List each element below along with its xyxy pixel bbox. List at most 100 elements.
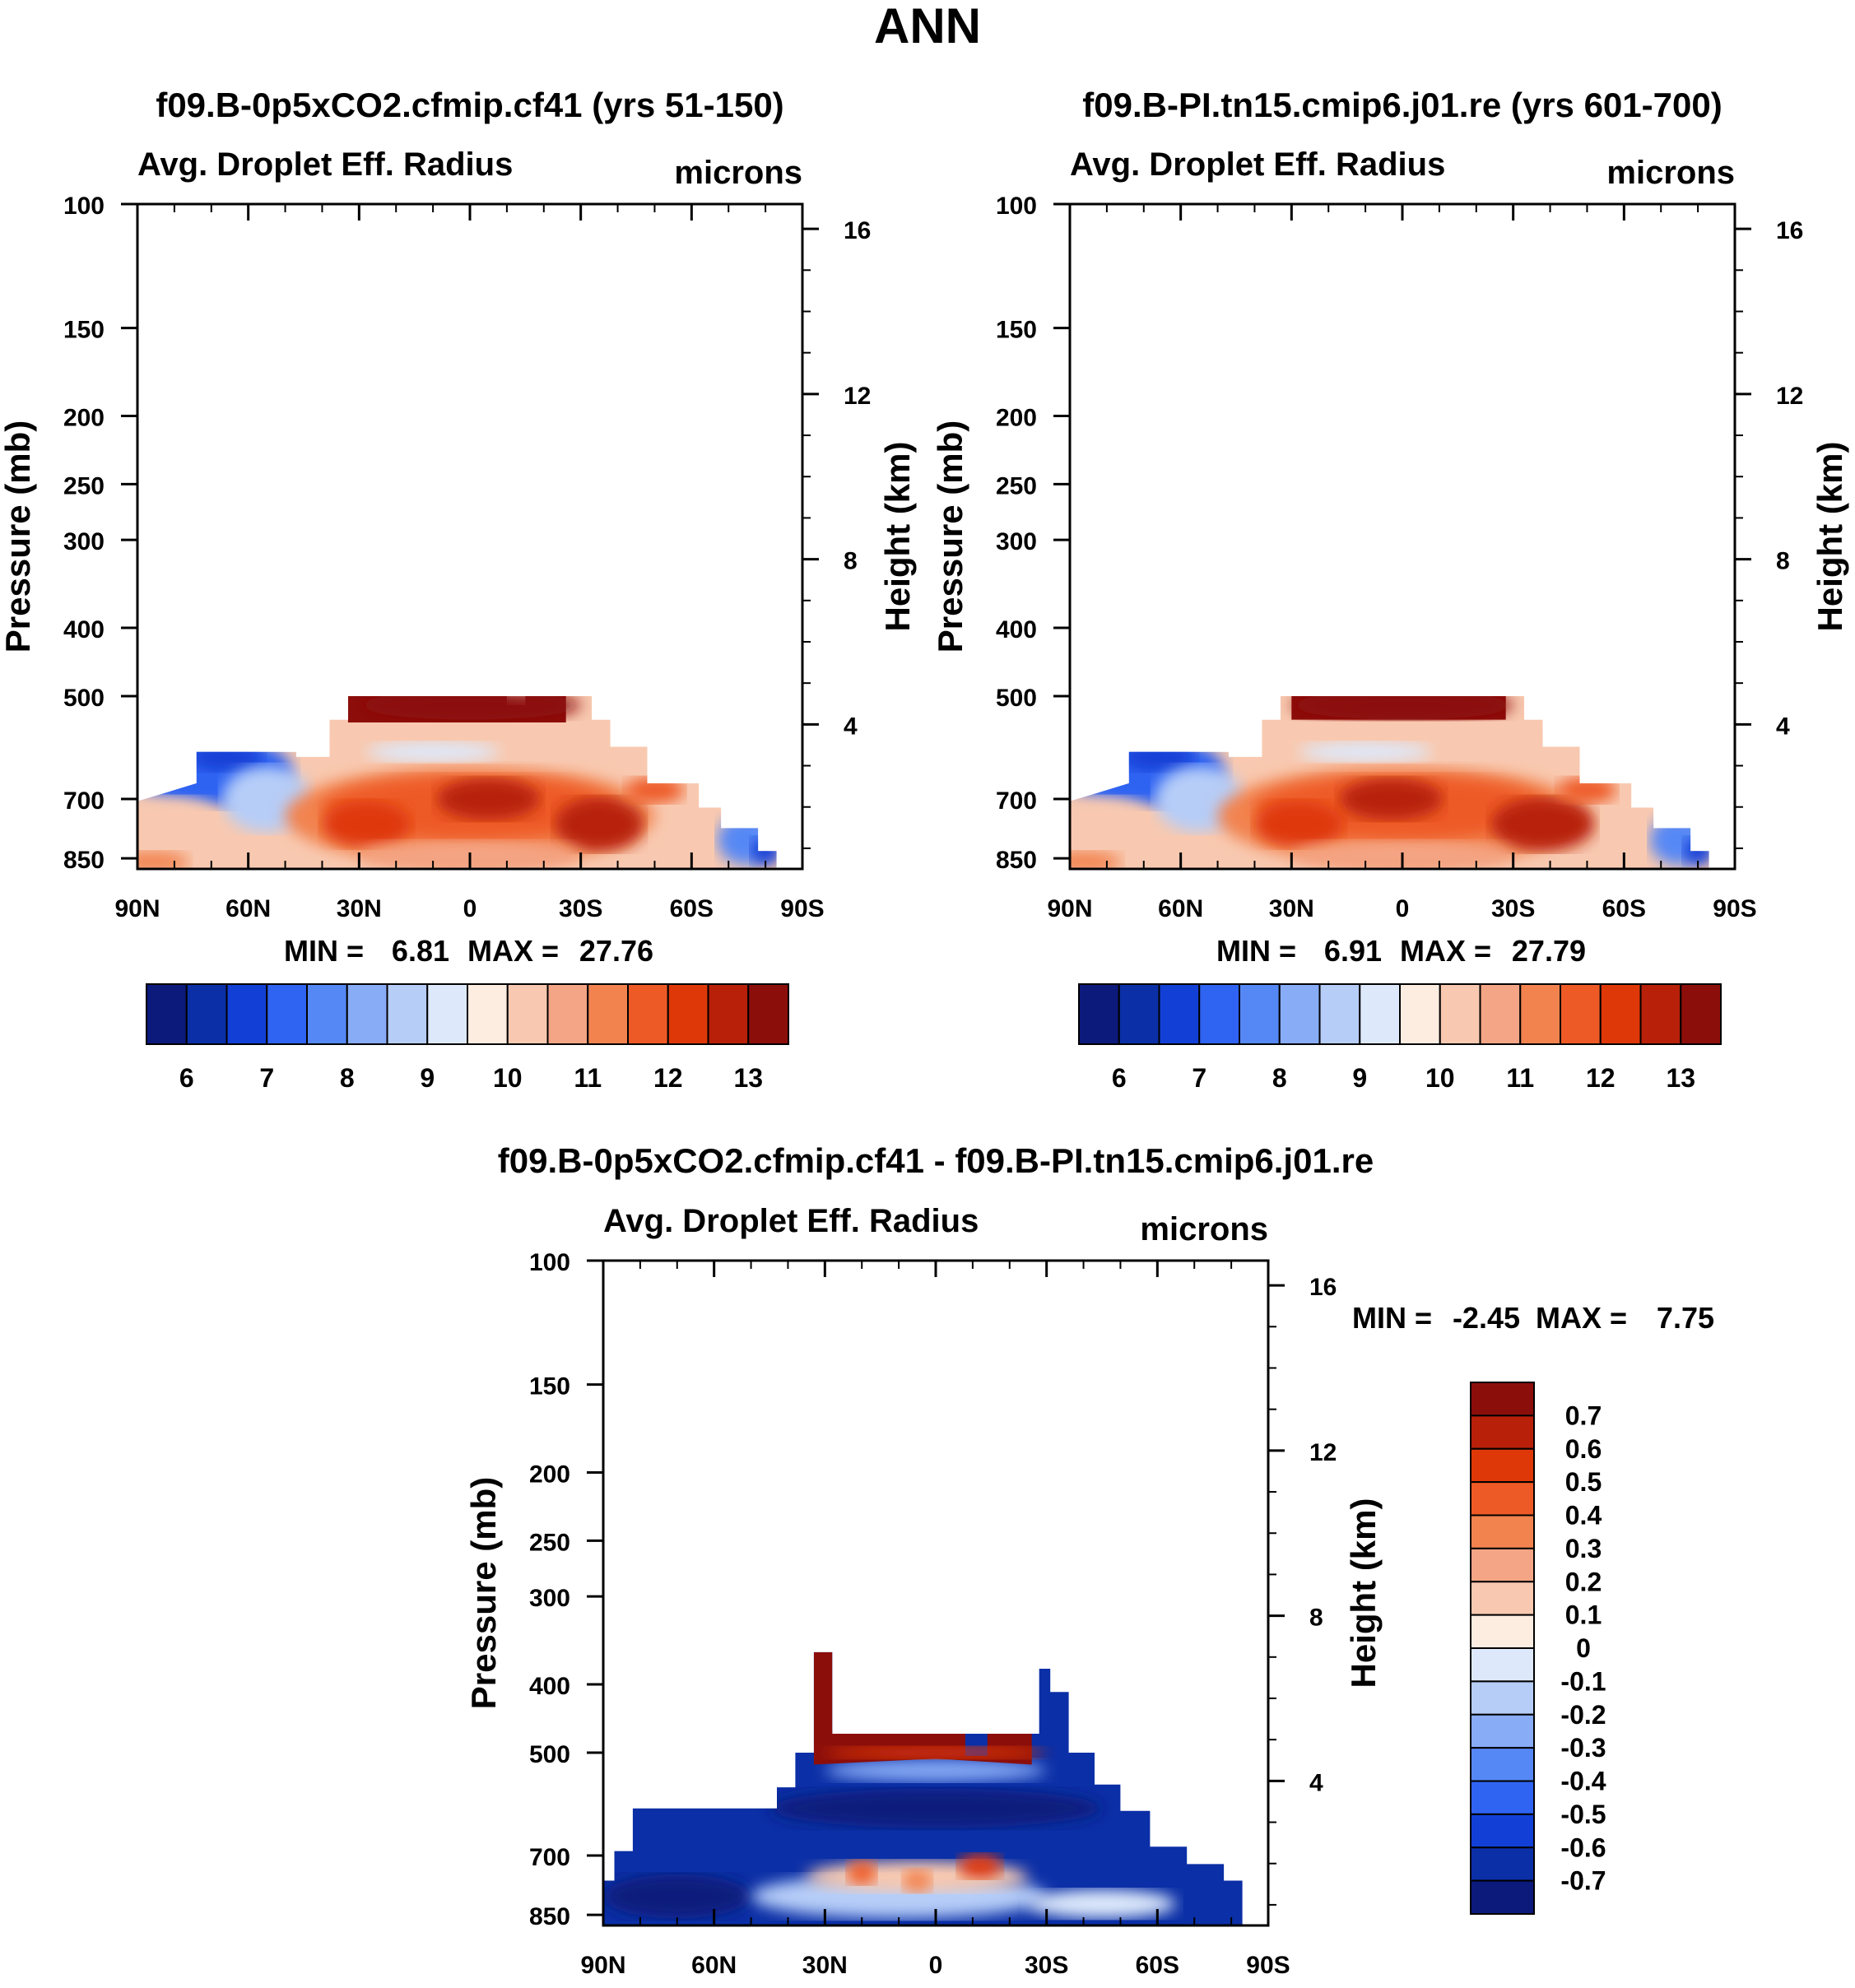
colorbar-box <box>1470 1447 1535 1484</box>
colorbar-box <box>1470 1382 1535 1417</box>
midlevel-pale <box>366 741 500 762</box>
pressure-tick-label: 100 <box>996 193 1037 220</box>
colorbar-tick-label: 8 <box>340 1063 355 1093</box>
height-tick-label: 4 <box>1776 713 1790 740</box>
colorbar-box <box>627 983 669 1045</box>
colorbar-box <box>1470 1680 1535 1716</box>
height-tick-label: 4 <box>1309 1769 1323 1796</box>
lat-tick-label: 60N <box>1158 895 1203 922</box>
colorbar-box <box>1470 1581 1535 1616</box>
colorbar-tick-label: 0.7 <box>1565 1400 1602 1430</box>
pressure-tick-label: 400 <box>529 1673 570 1700</box>
sh-max <box>1490 797 1595 852</box>
colorbar-box <box>1599 983 1642 1045</box>
colorbar-tick-label: 0.1 <box>1565 1600 1602 1630</box>
lat-tick-label: 60S <box>1136 1952 1179 1979</box>
pressure-tick-label: 100 <box>63 193 105 220</box>
colorbar-box <box>1470 1547 1535 1583</box>
upper-red-edge <box>825 1746 1047 1759</box>
lat-tick-label: 90N <box>114 895 160 922</box>
colorbar-tick-label: 6 <box>1112 1063 1127 1093</box>
colorbar-box <box>1198 983 1240 1045</box>
colorbar-box <box>1470 1879 1535 1915</box>
pressure-tick-label: 100 <box>529 1249 570 1276</box>
panel-1-min-value: 6.81 <box>392 934 449 968</box>
upper-dark-block <box>1276 696 1513 720</box>
height-tick-label: 4 <box>844 713 858 740</box>
field-layers <box>1070 696 1709 869</box>
lat-tick-label: 60S <box>670 895 714 922</box>
panel-2-ylabel2: Height (km) <box>1811 442 1849 632</box>
pressure-tick-label: 200 <box>996 405 1037 432</box>
upper-red-shape <box>813 1651 1032 1765</box>
nh-highlat-min <box>188 742 263 772</box>
pressure-tick-label: 850 <box>529 1903 570 1930</box>
field-layers <box>603 1651 1243 1925</box>
panel-3-field <box>603 1651 1243 1925</box>
panel-2-axes: 100 150 200 250 300 400 500 700 850 16 12 8 4 90N 60N 3… <box>996 193 1803 922</box>
colorbar-box <box>1470 1846 1535 1882</box>
nh-highlat-min <box>1121 742 1196 772</box>
colorbar-box <box>1470 1780 1535 1815</box>
colorbar-box <box>747 983 789 1045</box>
lat-tick-label: 90N <box>1047 895 1092 922</box>
nh-red-spot <box>847 1860 877 1885</box>
pressure-tick-label: 850 <box>63 847 105 874</box>
panel-3-units-label: microns <box>1140 1211 1268 1247</box>
sh-light <box>1028 1889 1176 1919</box>
upper-dark-base <box>359 696 581 720</box>
pressure-tick-label: 700 <box>996 787 1037 815</box>
lat-tick-label: 30S <box>559 895 602 922</box>
colorbar-box <box>1359 983 1401 1045</box>
panel-3-min-value: -2.45 <box>1453 1301 1520 1335</box>
panel-3-ylabel2: Height (km) <box>1344 1498 1383 1688</box>
panel-2-title: f09.B-PI.tn15.cmip6.j01.re (yrs 601-700) <box>1082 86 1722 124</box>
colorbar-tick-label: 0.6 <box>1565 1434 1602 1464</box>
pressure-tick-label: 400 <box>996 616 1037 643</box>
lower-cloud-edge <box>825 1758 1047 1782</box>
panel-3-max-label: MAX = <box>1536 1301 1627 1335</box>
figure-title: ANN <box>874 0 981 53</box>
pressure-tick-label: 250 <box>996 472 1037 499</box>
panel-1-max-value: 27.76 <box>579 934 653 968</box>
height-tick-label: 16 <box>1309 1274 1337 1301</box>
colorbar-tick-label: 10 <box>1425 1063 1455 1093</box>
pressure-tick-label: 700 <box>529 1844 570 1871</box>
colorbar-tick-label: 12 <box>653 1063 683 1093</box>
height-tick-label: 8 <box>1776 548 1790 575</box>
colorbar-tick-label: 10 <box>493 1063 523 1093</box>
pressure-tick-label: 500 <box>63 685 105 712</box>
height-tick-label: 12 <box>844 383 871 410</box>
colorbar-tick-label: 13 <box>1666 1063 1695 1093</box>
colorbar-box <box>587 983 629 1045</box>
height-tick-label: 16 <box>844 217 871 244</box>
pressure-tick-label: 700 <box>63 787 105 815</box>
nh-sub-max <box>322 801 411 848</box>
panel-3-max-value: 7.75 <box>1657 1301 1714 1335</box>
pressure-tick-label: 300 <box>529 1585 570 1612</box>
lat-tick-label: 60N <box>225 895 271 922</box>
colorbar-box <box>1680 983 1722 1045</box>
field-layers <box>137 696 777 869</box>
pressure-tick-label: 150 <box>63 317 105 344</box>
panel-1: f09.B-0p5xCO2.cfmip.cf41 (yrs 51-150) Av… <box>0 86 917 1093</box>
panel-2-max-value: 27.79 <box>1512 934 1586 968</box>
lat-tick-label: 30S <box>1025 1952 1068 1979</box>
colorbar-box <box>1560 983 1602 1045</box>
pressure-tick-label: 300 <box>63 528 105 555</box>
colorbar-tick-label: -0.2 <box>1560 1700 1606 1730</box>
colorbar-box <box>1470 1481 1535 1517</box>
upper-red-block <box>813 1651 1047 1765</box>
colorbar-box <box>225 983 268 1045</box>
colorbar-tick-label: 0.3 <box>1565 1534 1602 1563</box>
pressure-tick-label: 300 <box>996 528 1037 555</box>
colorbar-box <box>1470 1813 1535 1849</box>
colorbar-box <box>707 983 750 1045</box>
sh-mid <box>1557 777 1617 804</box>
panel-1-max-label: MAX = <box>467 934 559 968</box>
colorbar-box <box>1158 983 1201 1045</box>
panel-1-axes: 100 150 200 250 300 400 500 700 850 16 12 8 4 90N 60N 3… <box>63 193 871 922</box>
nh-surface <box>137 797 226 852</box>
colorbar-tick-label: -0.3 <box>1560 1733 1606 1763</box>
